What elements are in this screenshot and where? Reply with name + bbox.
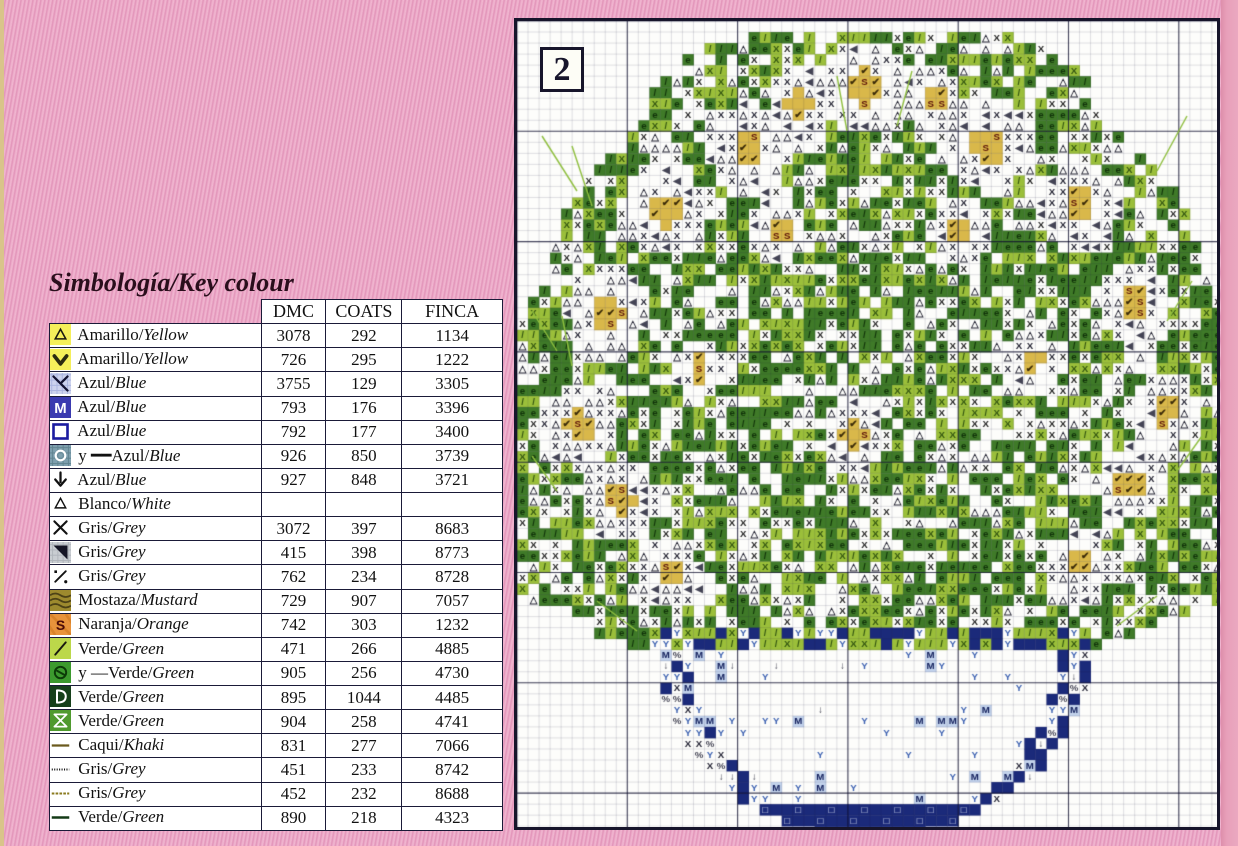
svg-text:M: M: [54, 401, 66, 417]
svg-text:S: S: [56, 617, 65, 633]
